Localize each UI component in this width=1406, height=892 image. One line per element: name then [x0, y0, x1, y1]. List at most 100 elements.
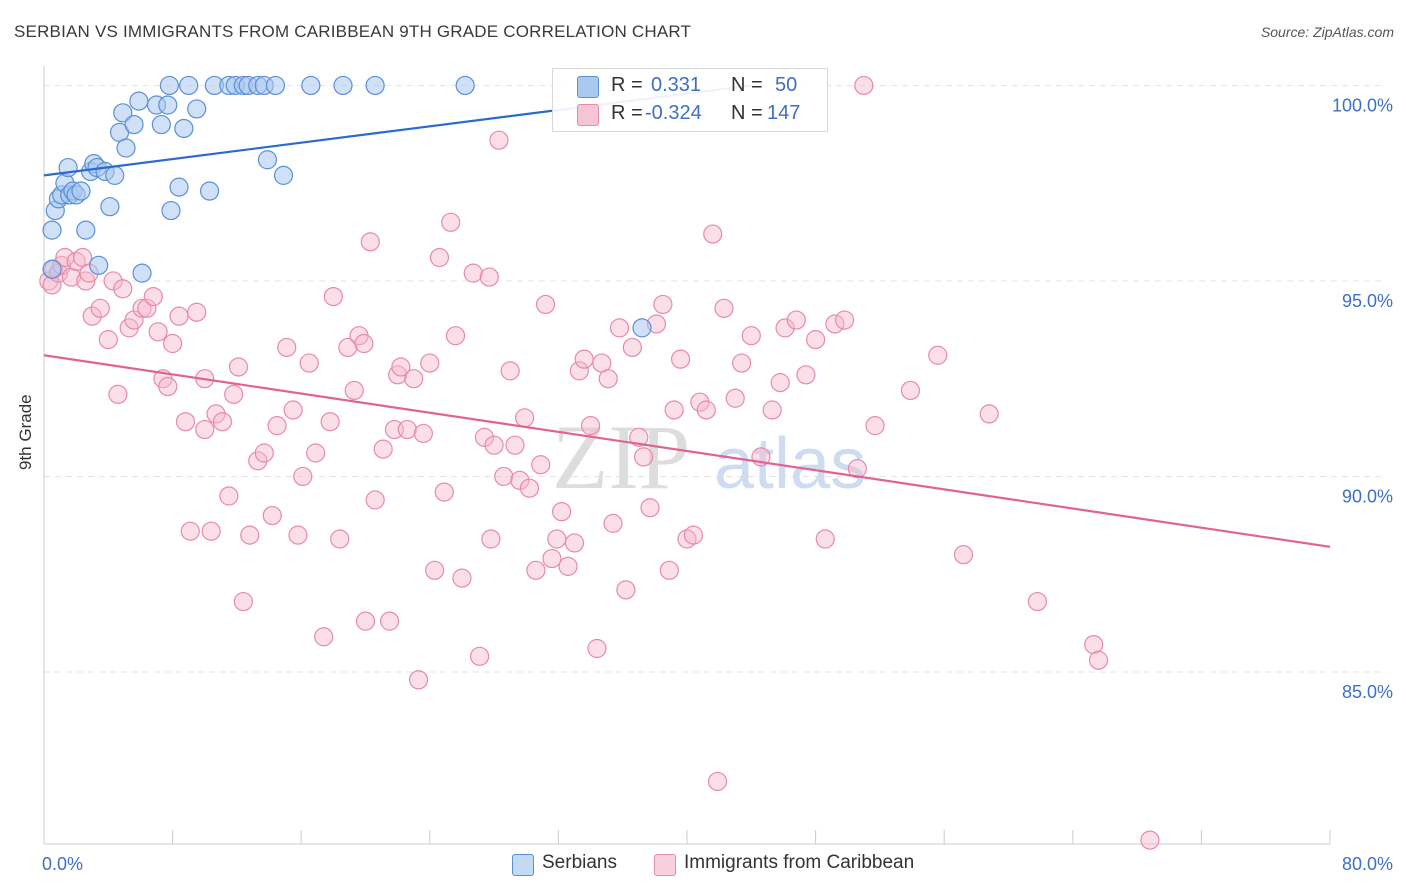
serbian-point — [365, 75, 385, 96]
x-tick-label-max: 80.0% — [1342, 854, 1393, 874]
serbian-point — [265, 75, 286, 96]
caribbean-point — [201, 521, 221, 541]
legend-row-caribbean: R = -0.324 N = 147 — [553, 100, 827, 128]
caribbean-point — [762, 400, 782, 420]
caribbean-point — [526, 560, 546, 580]
serbian-point — [42, 220, 62, 240]
caribbean-point — [408, 670, 429, 690]
caribbean-point — [90, 298, 110, 318]
caribbean-point — [175, 412, 196, 432]
serbian-point — [71, 181, 91, 201]
caribbean-point — [224, 384, 244, 404]
caribbean-point — [1088, 650, 1109, 670]
caribbean-point — [314, 627, 334, 647]
watermark: ZIP atlas — [552, 406, 866, 508]
axes — [43, 66, 1331, 845]
caribbean-point — [854, 75, 874, 96]
serbian-point — [273, 165, 294, 185]
caribbean-point — [397, 419, 417, 440]
watermark-zip: ZIP — [552, 406, 690, 508]
caribbean-point — [707, 771, 728, 792]
legend-row-serbians: R = 0.331 N = 50 — [553, 72, 827, 100]
caribbean-point — [535, 294, 556, 315]
serbian-point — [158, 95, 178, 115]
caribbean-point — [659, 560, 679, 580]
legend-r-label: R = — [611, 102, 643, 124]
caribbean-point — [725, 388, 745, 408]
y-tick-label: 100.0% — [1332, 95, 1393, 115]
caribbean-point — [470, 646, 490, 666]
caribbean-point — [137, 298, 157, 318]
caribbean-point — [580, 416, 601, 436]
caribbean-point — [865, 416, 885, 436]
grid-lines — [44, 84, 1382, 673]
caribbean-point — [640, 498, 660, 518]
legend-n-label: N = — [731, 102, 763, 124]
caribbean-point — [484, 435, 504, 455]
serbian-point — [632, 318, 652, 338]
legend-r-value: -0.324 — [645, 102, 702, 124]
serbian-point — [174, 118, 194, 139]
y-tick-label: 90.0% — [1342, 486, 1393, 506]
caribbean-point — [195, 419, 215, 440]
caribbean-point — [474, 427, 495, 447]
caribbean-point — [420, 353, 440, 373]
caribbean-point — [690, 392, 710, 412]
legend-r-value: 0.331 — [651, 74, 702, 96]
caribbean-point — [233, 591, 253, 612]
caribbean-point — [1027, 591, 1048, 612]
serbian-point — [124, 114, 144, 135]
serbian-point — [132, 263, 152, 283]
caribbean-trend-line — [43, 354, 1331, 548]
caribbean-point — [254, 443, 274, 463]
legend-n-value: 50 — [775, 74, 798, 96]
legend-caribbean-label: Immigrants from Caribbean — [684, 852, 915, 873]
caribbean-point — [1084, 634, 1104, 655]
y-tick-label: 95.0% — [1342, 291, 1393, 311]
caribbean-point — [429, 247, 450, 268]
source-label: Source: ZipAtlas.com — [1260, 24, 1394, 40]
caribbean-point — [587, 638, 607, 659]
caribbean-point — [113, 279, 133, 299]
serbian-point — [89, 255, 109, 275]
caribbean-point — [163, 333, 183, 354]
caribbean-point — [132, 298, 152, 318]
caribbean-point — [288, 525, 308, 545]
caribbean-point — [299, 353, 319, 373]
caribbean-point — [703, 224, 723, 244]
serbian-point — [187, 99, 207, 119]
caribbean-point — [219, 486, 239, 506]
caribbean-point — [633, 447, 654, 467]
caribbean-point — [732, 353, 752, 373]
caribbean-point — [82, 306, 102, 326]
caribbean-point — [212, 412, 233, 432]
legend-n-label: N = — [731, 74, 763, 96]
caribbean-point — [206, 404, 226, 424]
caribbean-point — [434, 482, 454, 502]
correlation-legend: R = 0.331 N = 50 R = -0.324 N = 147 — [552, 68, 828, 132]
serbians-legend-icon — [512, 854, 534, 876]
caribbean-point — [228, 357, 249, 377]
caribbean-point — [320, 412, 340, 432]
caribbean-point — [187, 302, 207, 322]
legend-serbians-label: Serbians — [542, 852, 617, 873]
caribbean-point — [463, 263, 483, 283]
serbian-point — [199, 181, 220, 201]
caribbean-point — [479, 267, 499, 287]
caribbean-point — [262, 505, 282, 526]
caribbean-point — [143, 287, 163, 307]
caribbean-point — [953, 545, 974, 565]
caribbean-point — [108, 384, 128, 404]
caribbean-point — [355, 611, 376, 631]
caribbean-point — [775, 318, 795, 338]
caribbean-point — [510, 470, 530, 490]
caribbean-point — [834, 310, 855, 330]
caribbean-legend-icon — [654, 854, 676, 876]
caribbean-point — [373, 439, 393, 459]
caribbean-point — [148, 322, 168, 342]
caribbean-point — [180, 521, 200, 541]
caribbean-point — [670, 349, 691, 369]
caribbean-point — [354, 333, 374, 354]
caribbean-swatch-icon — [577, 104, 599, 126]
